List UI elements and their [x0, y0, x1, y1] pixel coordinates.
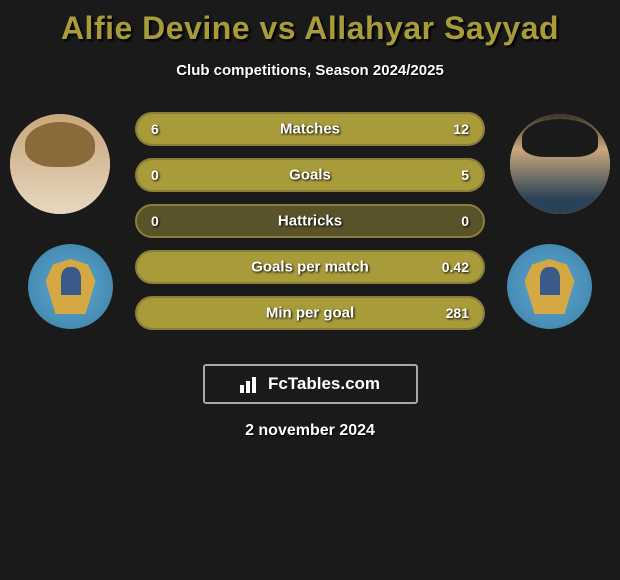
subtitle: Club competitions, Season 2024/2025 — [0, 62, 620, 79]
stat-row: Goals per match 0.42 — [135, 250, 485, 284]
watermark-text: FcTables.com — [268, 374, 380, 394]
stat-bars: Matches 6 12 Goals 0 5 Hattricks 0 0 Goals per ma… — [135, 112, 485, 342]
stats-area: Matches 6 12 Goals 0 5 Hattricks 0 0 Goals per ma… — [0, 104, 620, 344]
club-badge-right — [507, 244, 592, 329]
stat-row: Goals 0 5 — [135, 158, 485, 192]
player-left-face — [10, 114, 110, 214]
stat-value-left: 0 — [151, 167, 159, 183]
stat-label: Matches — [280, 121, 340, 138]
stat-row: Hattricks 0 0 — [135, 204, 485, 238]
comparison-card: Alfie Devine vs Allahyar Sayyad Club com… — [0, 0, 620, 440]
club-crest-icon — [46, 259, 96, 314]
player-right-face — [510, 114, 610, 214]
stat-value-right: 0 — [461, 213, 469, 229]
stat-value-right: 281 — [446, 305, 469, 321]
stat-value-left: 6 — [151, 121, 159, 137]
stat-label: Goals — [289, 167, 331, 184]
club-crest-icon — [525, 259, 575, 314]
watermark: FcTables.com — [203, 364, 418, 404]
page-title: Alfie Devine vs Allahyar Sayyad — [0, 10, 620, 47]
date-label: 2 november 2024 — [0, 422, 620, 440]
bar-chart-icon — [240, 375, 262, 393]
stat-value-right: 5 — [461, 167, 469, 183]
stat-label: Hattricks — [278, 213, 342, 230]
stat-label: Goals per match — [251, 259, 369, 276]
stat-value-left: 0 — [151, 213, 159, 229]
club-badge-left — [28, 244, 113, 329]
stat-row: Min per goal 281 — [135, 296, 485, 330]
stat-label: Min per goal — [266, 305, 354, 322]
stat-value-right: 12 — [453, 121, 469, 137]
stat-row: Matches 6 12 — [135, 112, 485, 146]
player-left-avatar — [10, 114, 110, 214]
stat-value-right: 0.42 — [442, 259, 469, 275]
player-right-avatar — [510, 114, 610, 214]
